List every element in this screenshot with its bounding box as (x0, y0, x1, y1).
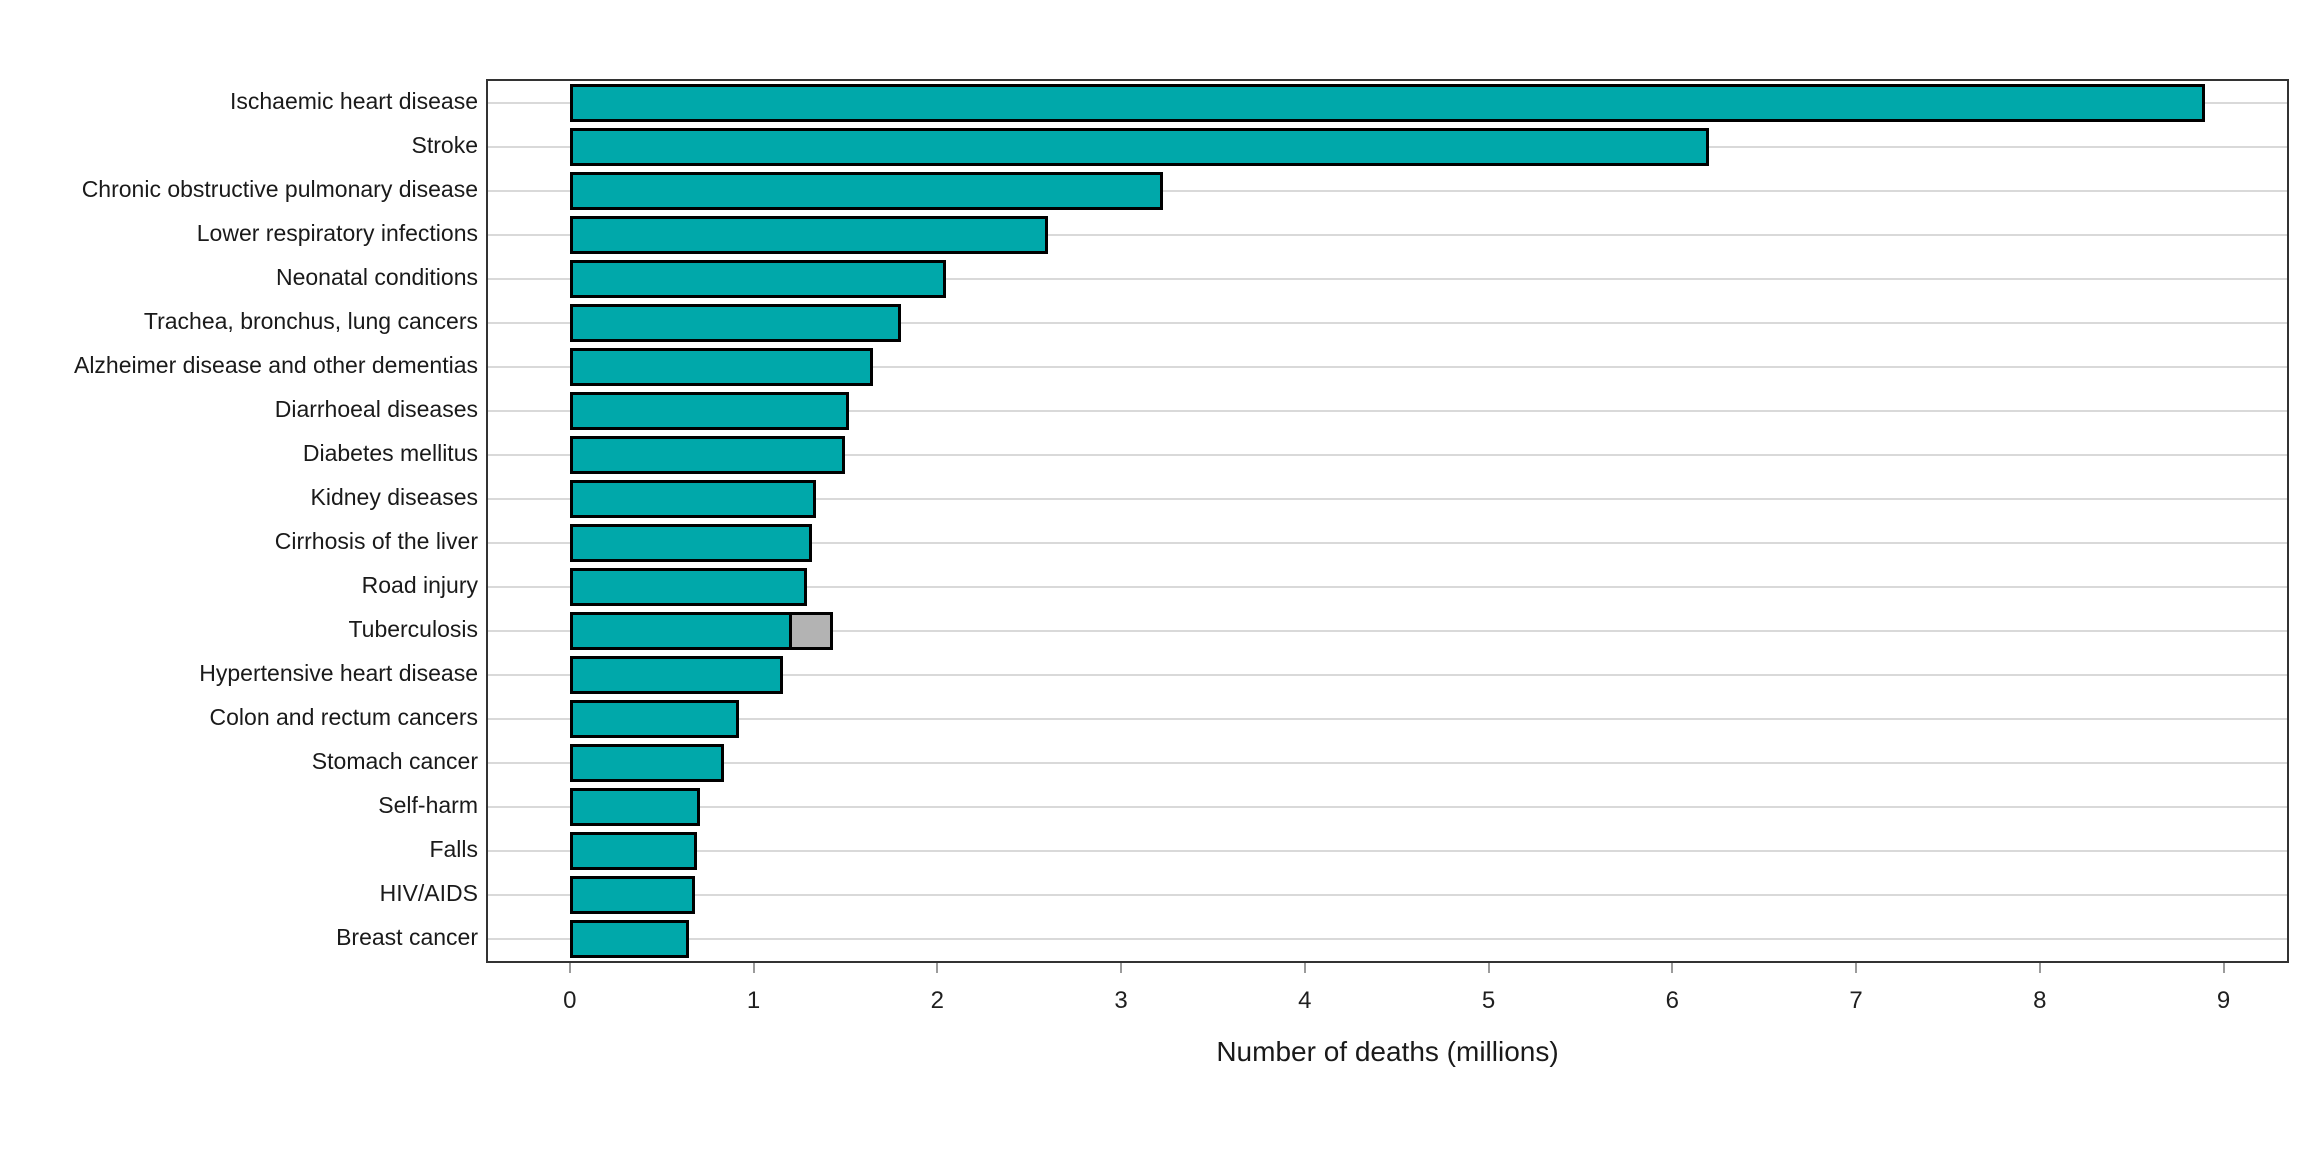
bar (569, 568, 807, 606)
gridline (488, 762, 2287, 764)
x-tick-mark (936, 963, 939, 973)
category-label: Chronic obstructive pulmonary disease (81, 176, 478, 202)
category-label: Lower respiratory infections (196, 220, 478, 246)
gridline (488, 454, 2287, 456)
bar (569, 920, 690, 958)
bar (569, 656, 783, 694)
gridline (488, 718, 2287, 720)
gridline (488, 630, 2287, 632)
bar (569, 260, 947, 298)
category-label: Tuberculosis (348, 616, 478, 642)
x-tick-mark (2038, 963, 2041, 973)
category-label: Ischaemic heart disease (229, 88, 478, 114)
gridline (488, 894, 2287, 896)
x-tick-mark (1303, 963, 1306, 973)
bar (569, 788, 701, 826)
bar (569, 216, 1048, 254)
gridline (488, 542, 2287, 544)
x-tick-label: 0 (563, 987, 577, 1014)
category-label: Cirrhosis of the liver (274, 528, 478, 554)
plot-area (486, 79, 2289, 963)
bar (569, 524, 813, 562)
gridline (488, 806, 2287, 808)
gridline (488, 410, 2287, 412)
bar (569, 700, 739, 738)
x-tick-label: 4 (1298, 987, 1312, 1014)
bar (569, 436, 846, 474)
x-tick-label: 6 (1665, 987, 1679, 1014)
gridline (488, 322, 2287, 324)
bar (569, 172, 1164, 210)
gridline (488, 366, 2287, 368)
bar (569, 304, 901, 342)
gridline (488, 586, 2287, 588)
x-tick-label: 3 (1114, 987, 1128, 1014)
x-tick-label: 7 (1849, 987, 1863, 1014)
gridline (488, 498, 2287, 500)
bar (569, 348, 873, 386)
gridline (488, 190, 2287, 192)
x-tick-mark (568, 963, 571, 973)
category-label: Breast cancer (336, 924, 478, 950)
category-label: Neonatal conditions (275, 264, 478, 290)
bar (569, 744, 725, 782)
category-label: Kidney diseases (310, 484, 479, 510)
bar (569, 480, 816, 518)
x-tick-label: 1 (746, 987, 761, 1014)
bar (569, 128, 1710, 166)
x-tick-label: 5 (1481, 987, 1496, 1014)
x-axis-title: Number of deaths (millions) (1216, 1036, 1559, 1067)
category-label: Falls (429, 836, 478, 862)
x-tick-label: 8 (2033, 987, 2047, 1014)
bar (569, 876, 695, 914)
x-tick-mark (752, 963, 755, 973)
category-label: Colon and rectum cancers (209, 704, 478, 730)
x-tick-mark (1671, 963, 1674, 973)
bar (569, 832, 697, 870)
category-label: Hypertensive heart disease (199, 660, 478, 686)
category-label: Alzheimer disease and other dementias (73, 352, 478, 378)
x-tick-mark (1855, 963, 1858, 973)
bar (569, 84, 2206, 122)
bar-extra-segment (789, 612, 833, 650)
x-tick-label: 9 (2216, 987, 2231, 1014)
category-label: Diarrhoeal diseases (274, 396, 478, 422)
category-label: Diabetes mellitus (302, 440, 478, 466)
bar (569, 612, 793, 650)
category-label: Stroke (411, 132, 478, 158)
category-label: Self-harm (378, 792, 478, 818)
x-tick-mark (2222, 963, 2225, 973)
gridline (488, 674, 2287, 676)
x-tick-mark (1120, 963, 1123, 973)
category-label: Trachea, bronchus, lung cancers (143, 308, 478, 334)
gridline (488, 278, 2287, 280)
category-label: HIV/AIDS (379, 880, 478, 906)
category-label: Road injury (361, 572, 478, 598)
gridline (488, 938, 2287, 940)
gridline (488, 850, 2287, 852)
gridline (488, 234, 2287, 236)
category-label: Stomach cancer (311, 748, 478, 774)
bar (569, 392, 850, 430)
x-tick-label: 2 (930, 987, 944, 1014)
x-tick-mark (1487, 963, 1490, 973)
